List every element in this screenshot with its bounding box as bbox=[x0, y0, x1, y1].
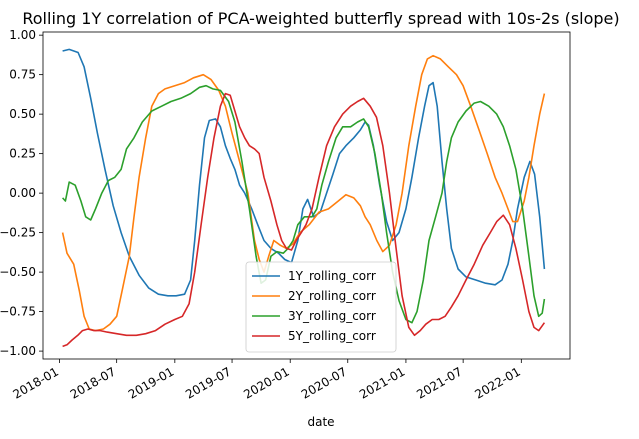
y-tick-label: −0.50 bbox=[0, 265, 36, 279]
legend-label-3Y_rolling_corr: 3Y_rolling_corr bbox=[288, 309, 376, 323]
y-tick-label: −0.25 bbox=[0, 226, 36, 240]
legend-label-5Y_rolling_corr: 5Y_rolling_corr bbox=[288, 329, 376, 343]
series-line-3Y_rolling_corr bbox=[62, 84, 546, 324]
y-tick-label: 0.75 bbox=[9, 68, 36, 82]
y-tick-label: −0.75 bbox=[0, 305, 36, 319]
legend-label-2Y_rolling_corr: 2Y_rolling_corr bbox=[288, 289, 376, 303]
chart-title: Rolling 1Y correlation of PCA-weighted b… bbox=[22, 9, 619, 28]
legend-box bbox=[245, 261, 397, 353]
axes-frame bbox=[42, 31, 571, 360]
y-tick-label: 1.00 bbox=[9, 28, 36, 42]
y-tick-label: 0.50 bbox=[9, 107, 36, 121]
legend-label-1Y_rolling_corr: 1Y_rolling_corr bbox=[288, 269, 376, 283]
series-line-5Y_rolling_corr bbox=[62, 92, 546, 348]
y-tick-label: 0.25 bbox=[9, 147, 36, 161]
y-tick-label: −1.00 bbox=[0, 344, 36, 358]
x-axis-label: date bbox=[307, 415, 334, 429]
series-line-1Y_rolling_corr bbox=[62, 48, 546, 297]
legend: 1Y_rolling_corr 2Y_rolling_corr 3Y_rolling… bbox=[245, 261, 397, 353]
y-tick-label: 0.00 bbox=[9, 186, 36, 200]
